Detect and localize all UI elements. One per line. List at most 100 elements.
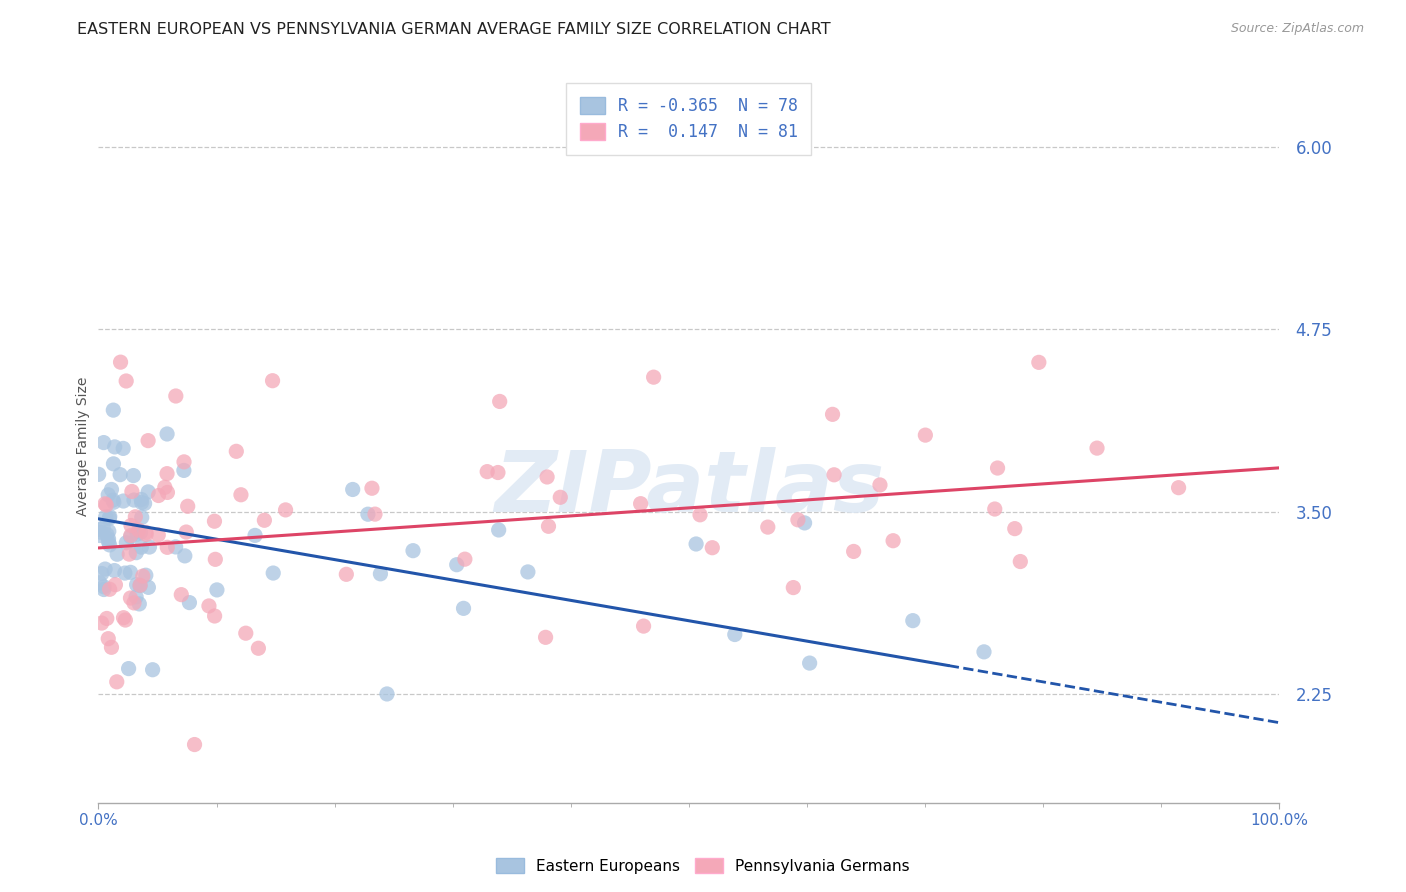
Point (869, 478, 891, 492)
Point (89, 528, 111, 542)
Point (205, 582, 228, 597)
Y-axis label: Average Family Size: Average Family Size (76, 376, 90, 516)
Point (121, 484, 143, 499)
Point (274, 503, 297, 517)
Point (516, 565, 538, 579)
Point (96, 498, 118, 512)
Point (90, 525, 112, 540)
Point (453, 601, 475, 615)
Point (112, 610, 135, 624)
Point (129, 525, 152, 540)
Point (135, 525, 157, 540)
Point (97, 535, 120, 549)
Point (454, 552, 477, 566)
Point (1167, 481, 1189, 495)
Point (118, 547, 141, 561)
Point (243, 528, 266, 542)
Point (122, 468, 145, 483)
Text: Source: ZipAtlas.com: Source: ZipAtlas.com (1230, 22, 1364, 36)
Point (364, 507, 387, 521)
Point (96, 611, 118, 625)
Point (131, 495, 153, 509)
Point (183, 738, 205, 752)
Point (120, 591, 142, 605)
Point (115, 374, 138, 388)
Point (128, 523, 150, 537)
Point (136, 484, 159, 499)
Point (1028, 355, 1050, 369)
Point (97, 488, 120, 502)
Point (100, 640, 122, 655)
Point (142, 663, 165, 677)
Point (173, 549, 195, 563)
Point (486, 466, 509, 480)
Point (156, 541, 179, 555)
Point (198, 599, 221, 613)
Point (262, 374, 284, 388)
Point (105, 547, 128, 561)
Point (129, 578, 152, 592)
Point (984, 502, 1007, 516)
Point (122, 596, 145, 610)
Point (108, 467, 131, 482)
Point (361, 481, 384, 495)
Point (170, 588, 193, 602)
Point (799, 656, 821, 670)
Point (115, 535, 138, 549)
Point (173, 455, 195, 469)
Point (842, 544, 865, 558)
Point (138, 540, 160, 554)
Point (112, 442, 135, 456)
Point (90, 616, 112, 631)
Point (135, 568, 157, 582)
Point (235, 626, 257, 640)
Point (134, 496, 156, 510)
Point (914, 428, 936, 442)
Text: EASTERN EUROPEAN VS PENNSYLVANIA GERMAN AVERAGE FAMILY SIZE CORRELATION CHART: EASTERN EUROPEAN VS PENNSYLVANIA GERMAN … (77, 22, 831, 37)
Point (357, 507, 380, 521)
Point (156, 427, 179, 442)
Point (204, 514, 226, 528)
Point (724, 627, 747, 641)
Point (204, 552, 226, 566)
Point (120, 530, 142, 544)
Point (138, 580, 160, 594)
Point (112, 494, 135, 508)
Point (93, 435, 115, 450)
Legend: Eastern Europeans, Pennsylvania Germans: Eastern Europeans, Pennsylvania Germans (491, 852, 915, 880)
Point (630, 497, 652, 511)
Point (148, 489, 170, 503)
Point (536, 470, 558, 484)
Point (225, 444, 247, 458)
Point (782, 581, 804, 595)
Point (176, 500, 198, 514)
Point (103, 403, 125, 417)
Point (247, 641, 270, 656)
Point (97, 524, 120, 539)
Point (89, 575, 111, 590)
Point (124, 509, 146, 524)
Point (125, 546, 148, 560)
Point (122, 493, 145, 508)
Point (110, 355, 132, 369)
Point (229, 488, 252, 502)
Point (477, 465, 499, 479)
Point (153, 480, 176, 494)
Point (131, 510, 153, 524)
Point (98, 538, 121, 552)
Point (253, 513, 276, 527)
Point (125, 577, 148, 591)
Point (132, 569, 155, 583)
Point (262, 566, 284, 580)
Point (104, 578, 127, 592)
Point (756, 520, 779, 534)
Point (537, 519, 560, 533)
Point (973, 645, 995, 659)
Point (901, 614, 924, 628)
Point (534, 630, 557, 644)
Point (101, 493, 124, 508)
Point (103, 495, 125, 509)
Point (114, 613, 136, 627)
Point (93, 582, 115, 597)
Point (882, 533, 904, 548)
